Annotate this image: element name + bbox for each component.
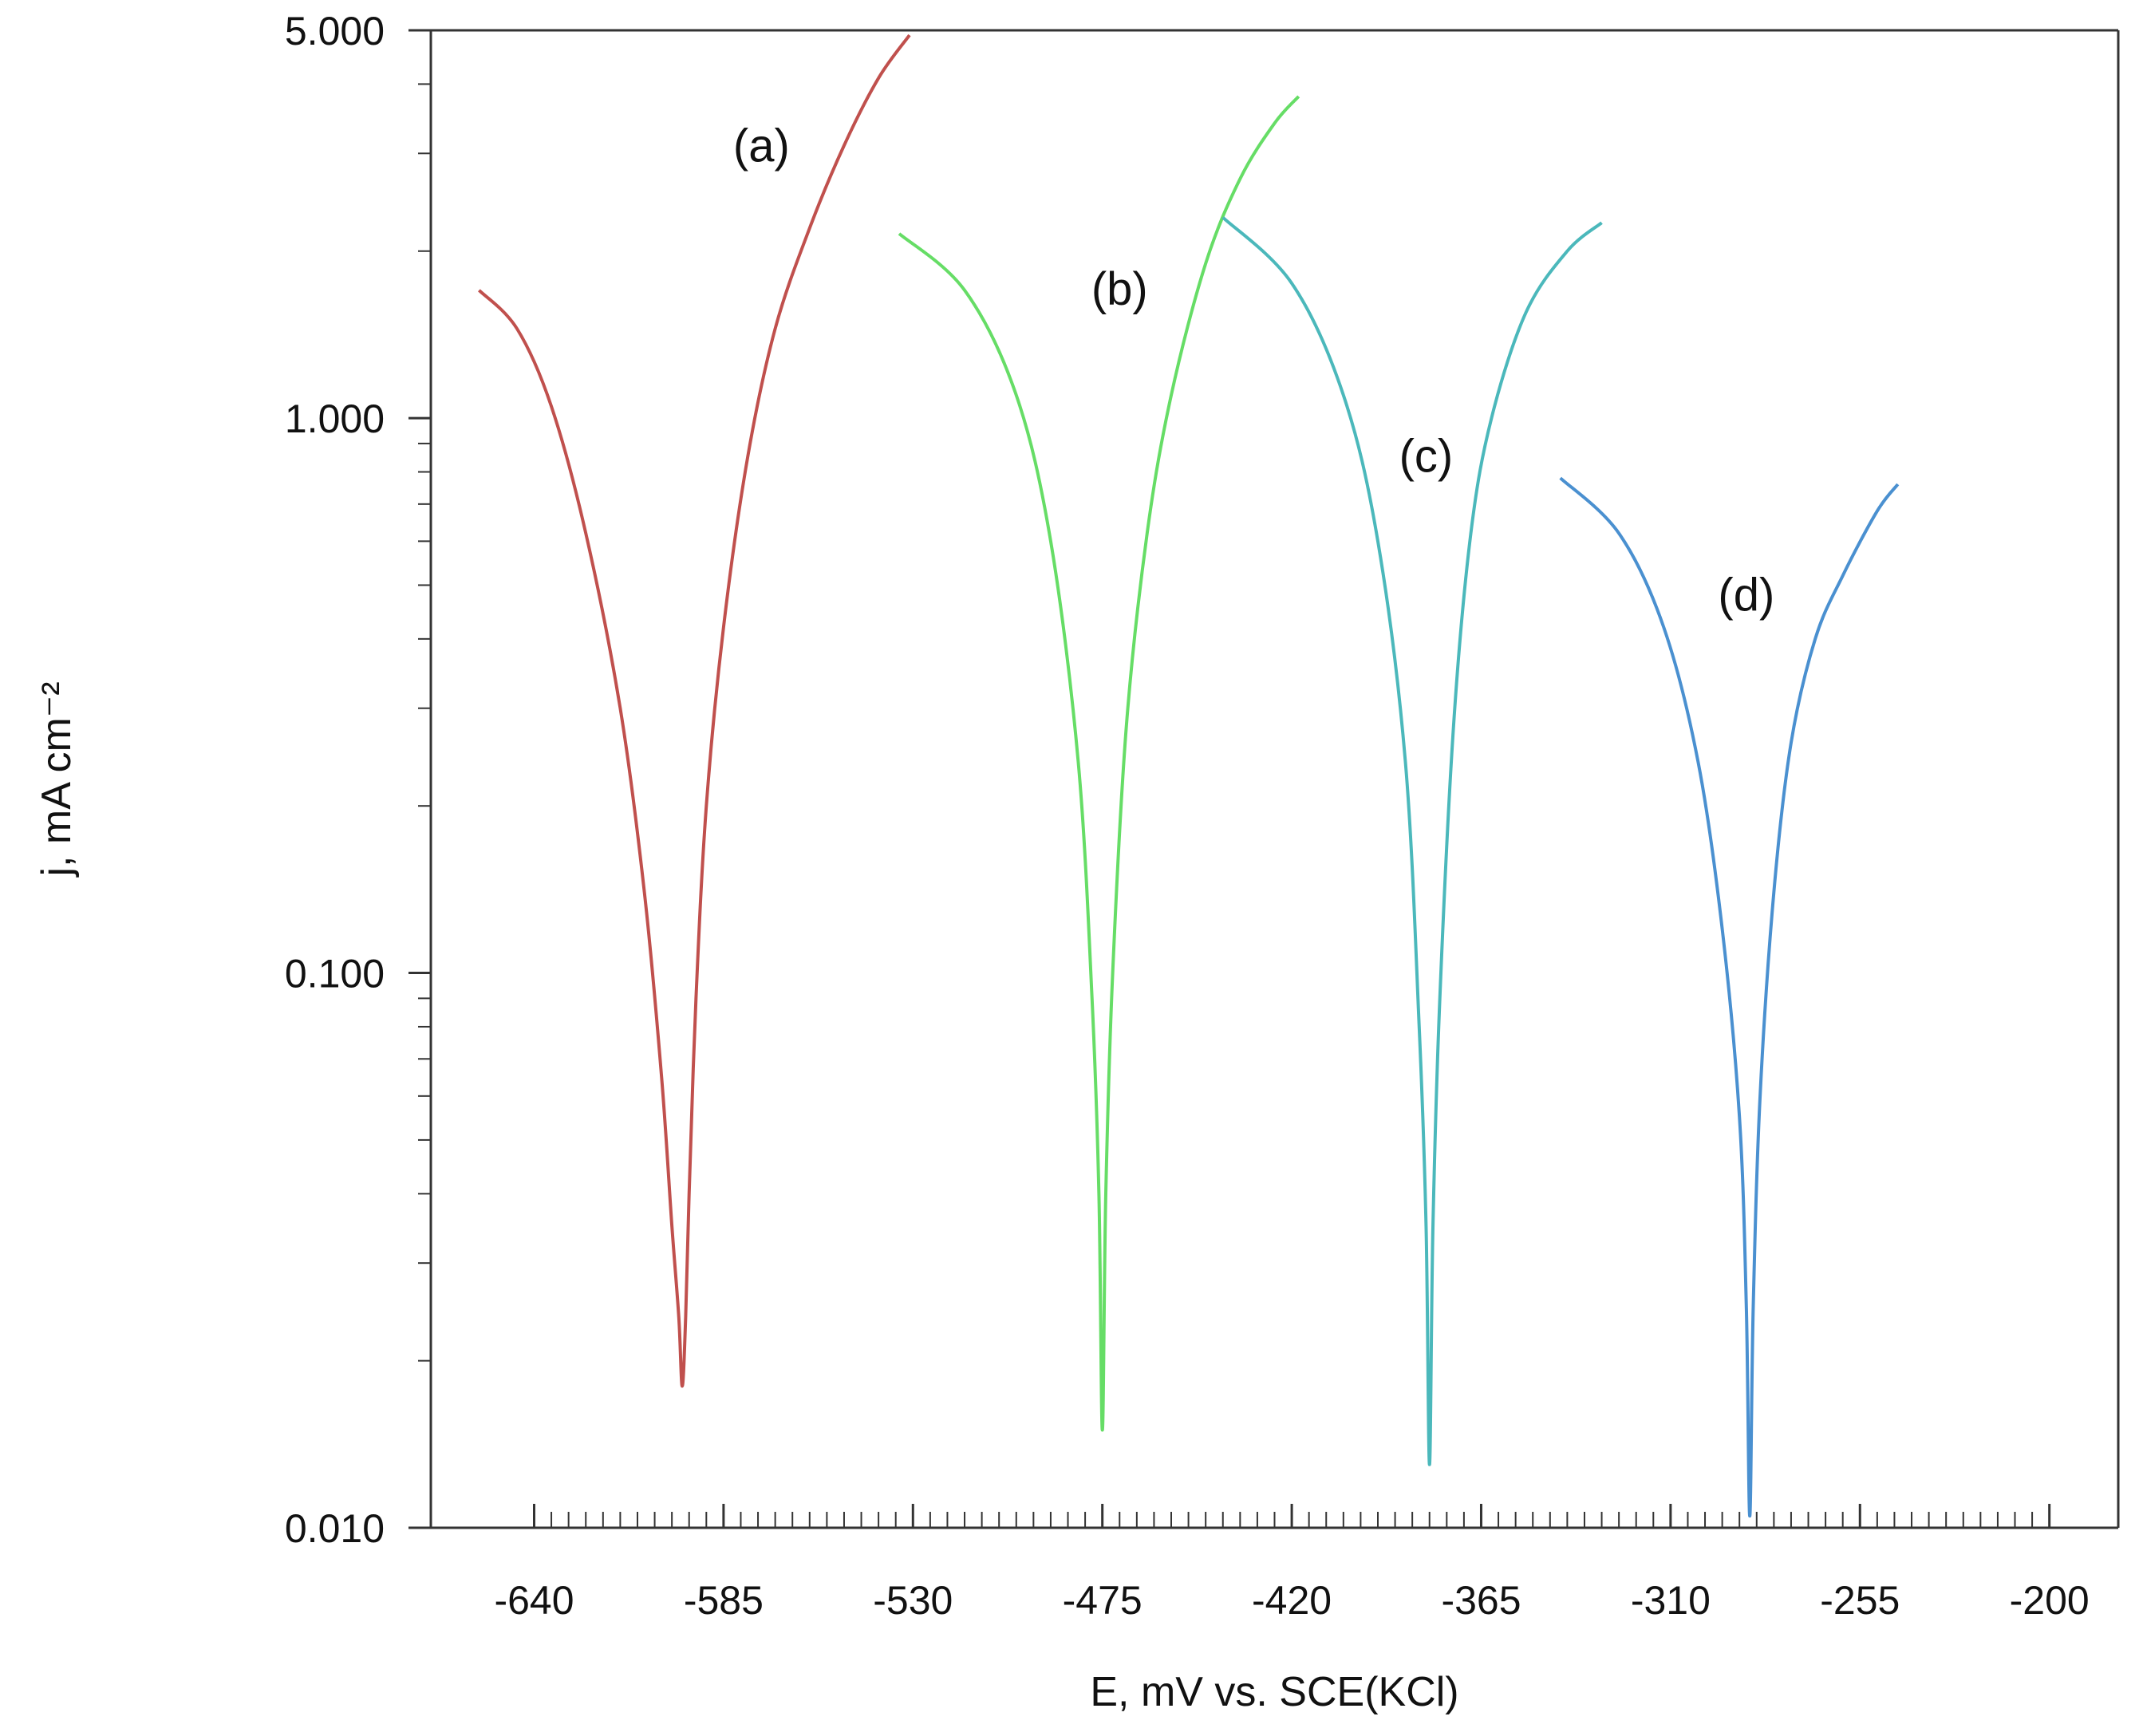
series-line-d: [1559, 476, 1900, 1518]
x-tick-label: -530: [873, 1578, 953, 1623]
curve-label-d: (d): [1718, 569, 1774, 621]
y-axis-ticks: 0.010 0.100 1.000 5.000: [285, 9, 431, 1551]
x-tick-label: -255: [1820, 1578, 1900, 1623]
series-layer: [478, 34, 1900, 1518]
series-line-c: [1221, 216, 1603, 1466]
y-axis-title: j, mA cm⁻²: [34, 681, 80, 878]
y-tick-label: 0.010: [285, 1506, 385, 1551]
curve-labels: (a) (b) (c) (d): [733, 120, 1774, 621]
x-tick-label: -475: [1063, 1578, 1143, 1623]
x-tick-label: -365: [1441, 1578, 1521, 1623]
x-axis-title: E, mV vs. SCE(KCl): [1090, 1669, 1458, 1715]
series-line-a: [478, 34, 911, 1388]
x-tick-label: -585: [684, 1578, 764, 1623]
series-line-b: [898, 95, 1300, 1432]
y-tick-label: 0.100: [285, 952, 385, 996]
curve-label-c: (c): [1399, 430, 1454, 482]
x-tick-label: -310: [1631, 1578, 1711, 1623]
curve-label-b: (b): [1091, 263, 1148, 315]
curve-label-a: (a): [733, 120, 790, 172]
x-tick-label: -200: [2010, 1578, 2090, 1623]
x-tick-label: -640: [494, 1578, 574, 1623]
y-tick-label: 5.000: [285, 9, 385, 53]
x-tick-label: -420: [1252, 1578, 1332, 1623]
plot-frame: [429, 29, 2120, 1529]
x-axis-ticks: -640 -585 -530 -475 -420 -365 -310 -255 -200: [494, 1504, 2090, 1623]
y-tick-label: 1.000: [285, 397, 385, 441]
